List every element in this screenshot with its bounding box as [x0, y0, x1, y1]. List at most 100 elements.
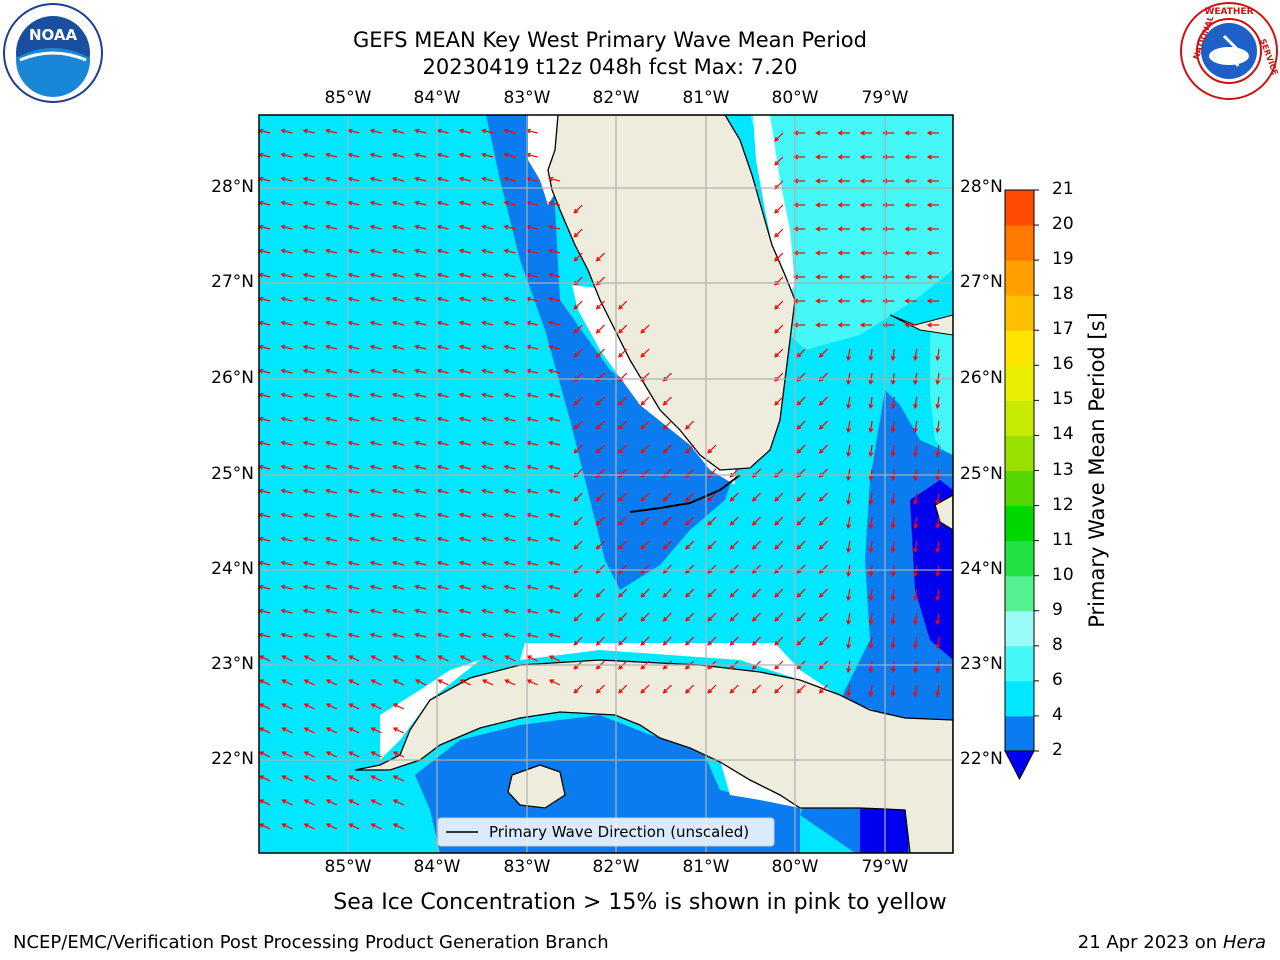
wave-direction-arrow [415, 537, 427, 542]
wave-direction-arrow [504, 417, 516, 422]
wave-direction-arrowhead [707, 592, 713, 598]
wave-direction-arrowhead [325, 464, 331, 470]
wave-direction-arrow [573, 612, 583, 622]
wave-direction-arrowhead [481, 679, 488, 684]
wave-direction-arrowhead [458, 608, 465, 614]
wave-direction-arrowhead [774, 232, 780, 238]
wave-direction-arrow [869, 348, 873, 360]
wave-direction-arrowhead [685, 520, 690, 526]
wave-direction-arrowhead [595, 304, 601, 310]
wave-direction-arrow [752, 540, 762, 550]
wave-direction-arrowhead [503, 632, 509, 638]
wave-direction-arrowhead [280, 584, 286, 590]
wave-direction-arrowhead [503, 416, 509, 422]
wave-direction-arrowhead [573, 472, 579, 478]
wave-direction-arrowhead [662, 376, 668, 382]
wave-direction-arrow [596, 444, 605, 454]
wave-direction-arrowhead [685, 664, 690, 670]
latitude-label-left: 26°N [211, 368, 254, 388]
wave-direction-arrow [914, 588, 918, 600]
wave-direction-arrow [796, 684, 806, 694]
colorbar-level-label: 17 [1052, 319, 1074, 340]
wave-direction-arrow [282, 655, 293, 662]
wave-direction-arrow [796, 348, 806, 358]
wave-direction-arrow [348, 417, 360, 422]
wave-direction-arrow [371, 799, 382, 806]
wave-direction-arrow [281, 321, 293, 326]
wave-direction-arrow [370, 441, 382, 446]
wave-direction-arrow [303, 561, 315, 566]
wave-direction-arrow [482, 345, 494, 350]
wave-direction-arrow [892, 540, 895, 552]
wave-direction-arrow [303, 369, 315, 374]
wave-direction-arrow [482, 633, 494, 638]
wave-direction-arrow [437, 297, 449, 302]
wave-direction-arrowhead [926, 298, 932, 304]
wave-direction-arrowhead [414, 152, 420, 158]
wave-direction-arrowhead [391, 320, 398, 326]
wave-direction-arrowhead [935, 571, 941, 578]
wave-direction-arrow [663, 684, 672, 694]
wave-direction-arrowhead [890, 691, 896, 698]
wave-direction-arrowhead [868, 379, 874, 386]
wave-direction-arrow [526, 201, 538, 206]
wave-direction-arrowhead [348, 775, 354, 780]
wave-direction-arrow [482, 225, 494, 230]
wave-direction-arrow [259, 273, 271, 278]
wave-direction-arrow [370, 633, 382, 638]
wave-direction-arrow [370, 609, 382, 614]
wave-direction-arrowhead [935, 691, 941, 698]
wave-direction-arrow [415, 297, 427, 302]
wave-direction-arrow [774, 348, 784, 358]
wave-direction-arrowhead [259, 703, 265, 708]
longitude-label-top: 79°W [861, 88, 909, 108]
wave-direction-arrow [482, 465, 494, 470]
wave-direction-arrowhead [796, 616, 802, 622]
wave-direction-arrowhead [640, 640, 646, 646]
wave-direction-arrow [847, 420, 851, 432]
wave-direction-arrowhead [595, 640, 601, 646]
wave-direction-arrow [618, 300, 628, 310]
wave-direction-arrow [526, 417, 538, 422]
wave-direction-arrowhead [481, 488, 487, 494]
wave-direction-arrow [482, 321, 494, 326]
wave-direction-arrowhead [868, 595, 874, 602]
wave-direction-arrowhead [796, 544, 802, 550]
wave-direction-arrowhead [846, 523, 852, 530]
wave-direction-arrowhead [618, 496, 624, 502]
wave-direction-arrow [526, 177, 538, 182]
wave-direction-arrowhead [414, 272, 420, 278]
wave-direction-arrowhead [662, 448, 668, 454]
wave-direction-arrowhead [729, 616, 735, 622]
wave-direction-arrow [730, 492, 739, 502]
wave-direction-arrowhead [774, 304, 780, 310]
wave-direction-arrow [936, 636, 940, 648]
wave-direction-arrow [392, 441, 404, 446]
wave-direction-arrowhead [618, 664, 624, 670]
wave-direction-arrow [370, 585, 382, 590]
wave-direction-arrow [685, 492, 695, 502]
wave-direction-arrowhead [503, 224, 509, 230]
wave-direction-arrowhead [391, 272, 398, 278]
wave-direction-arrow [526, 249, 538, 254]
wave-direction-arrowhead [280, 344, 286, 350]
latitude-label-right: 22°N [960, 749, 1003, 769]
wave-direction-arrowhead [302, 488, 308, 494]
wave-direction-arrowhead [837, 322, 843, 328]
wave-direction-arrow [573, 252, 583, 262]
wave-direction-arrowhead [913, 355, 918, 362]
wave-direction-arrow [752, 588, 762, 598]
wave-direction-arrow [573, 396, 583, 406]
wave-direction-arrow [847, 636, 851, 648]
noaa-logo: NOAA [3, 3, 103, 103]
wave-direction-arrowhead [595, 400, 601, 406]
wave-direction-arrowhead [280, 152, 286, 158]
wave-direction-arrow [371, 679, 382, 686]
wave-direction-arrowhead [259, 799, 265, 804]
colorbar-segment [1005, 435, 1034, 471]
wave-direction-arrowhead [280, 416, 286, 422]
wave-direction-arrow [936, 516, 940, 528]
wave-direction-arrow [393, 679, 405, 686]
wave-direction-arrow [796, 564, 806, 574]
wave-direction-arrow [869, 396, 873, 408]
